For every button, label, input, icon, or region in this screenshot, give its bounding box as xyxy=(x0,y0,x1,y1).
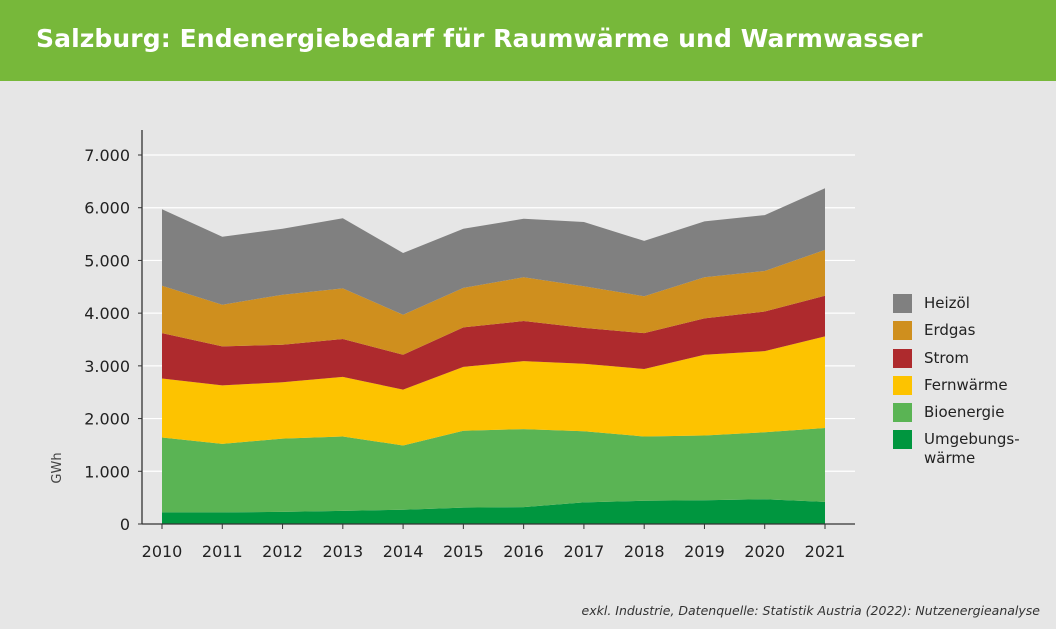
x-tick-label: 2010 xyxy=(142,542,183,561)
legend-item: Erdgas xyxy=(893,321,1020,348)
legend-label: Umgebungs-wärme xyxy=(924,430,1020,468)
legend-item: Fernwärme xyxy=(893,375,1020,403)
x-tick-label: 2016 xyxy=(503,542,544,561)
legend: Heizöl Erdgas Strom Fernwärme Bioenergie Umge… xyxy=(893,294,1020,467)
legend-swatch xyxy=(893,430,912,450)
y-tick-label: 5.000 xyxy=(84,251,130,270)
x-tick-label: 2014 xyxy=(383,542,424,561)
footnote: exkl. Industrie, Datenquelle: Statistik … xyxy=(581,603,1040,618)
area-erdgas xyxy=(162,249,825,355)
area-umgebungswärme xyxy=(162,499,825,524)
y-tick-label: 3.000 xyxy=(84,357,130,376)
legend-item: Heizöl xyxy=(893,294,1020,321)
legend-label: Heizöl xyxy=(924,294,970,312)
x-tick-label: 2017 xyxy=(564,542,605,561)
header-bar: Salzburg: Endenergiebedarf für Raumwärme… xyxy=(0,0,1056,81)
y-tick-label: 1.000 xyxy=(84,462,130,481)
area-strom xyxy=(162,295,825,390)
x-tick-label: 2015 xyxy=(443,542,484,561)
legend-swatch xyxy=(893,348,912,368)
legend-label: Strom xyxy=(924,348,970,367)
y-tick-label: 6.000 xyxy=(84,199,130,218)
y-tick-label: 2.000 xyxy=(84,410,130,429)
area-bioenergie xyxy=(162,428,825,513)
legend-item: Bioenergie xyxy=(893,403,1020,430)
legend-label: Bioenergie xyxy=(924,403,1005,422)
legend-item: Umgebungs-wärme xyxy=(893,430,1020,467)
x-tick-label: 2018 xyxy=(624,542,665,561)
x-tick-label: 2012 xyxy=(262,542,303,561)
legend-swatch xyxy=(893,294,912,313)
y-tick-label: 0 xyxy=(120,515,130,534)
legend-label: Erdgas xyxy=(924,321,976,340)
x-tick-label: 2019 xyxy=(684,542,725,561)
chart-title: Salzburg: Endenergiebedarf für Raumwärme… xyxy=(36,24,923,53)
x-tick-label: 2020 xyxy=(744,542,785,561)
legend-label: Fernwärme xyxy=(924,375,1008,394)
legend-item: Strom xyxy=(893,348,1020,376)
y-tick-label: 4.000 xyxy=(84,304,130,323)
x-tick-label: 2011 xyxy=(202,542,243,561)
y-axis-label: GWh xyxy=(50,452,65,483)
y-tick-label: 7.000 xyxy=(84,146,130,165)
x-tick-label: 2013 xyxy=(322,542,363,561)
legend-swatch xyxy=(893,321,912,341)
x-tick-label: 2021 xyxy=(805,542,846,561)
area-heizöl xyxy=(162,188,825,315)
legend-swatch xyxy=(893,403,912,423)
legend-swatch xyxy=(893,375,912,395)
area-fernwärme xyxy=(162,336,825,446)
